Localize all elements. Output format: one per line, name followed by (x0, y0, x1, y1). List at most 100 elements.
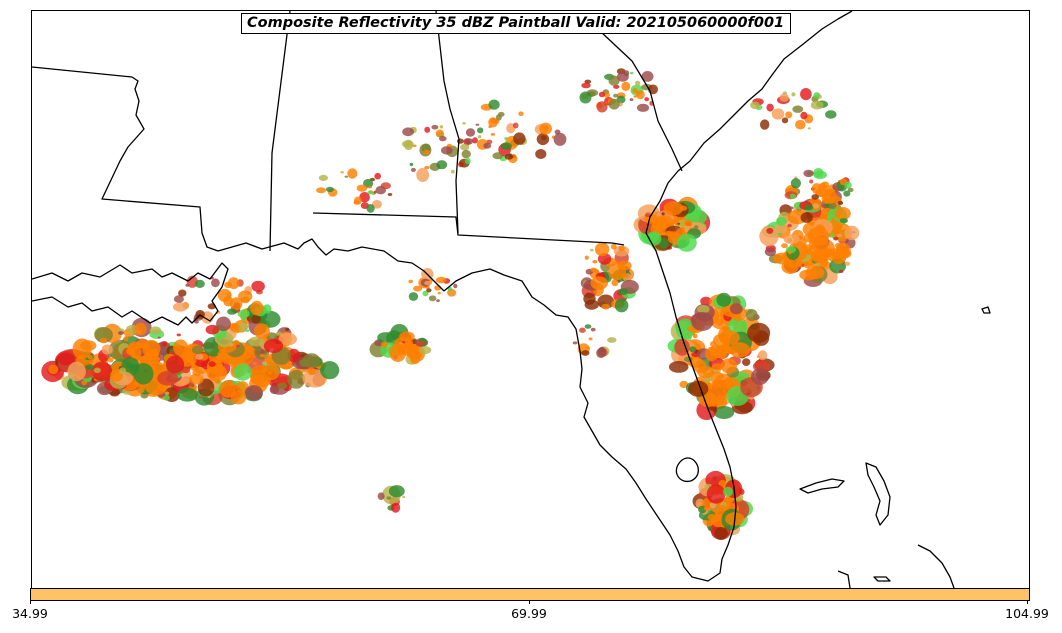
colorbar-tick-min (30, 600, 31, 604)
reflectivity-blob (227, 277, 240, 290)
reflectivity-blob (423, 149, 430, 155)
reflectivity-blob (837, 200, 844, 205)
reflectivity-blob (386, 496, 392, 500)
reflectivity-blob (107, 357, 114, 363)
reflectivity-blob (668, 361, 689, 373)
reflectivity-blob (238, 290, 253, 302)
reflectivity-blob (107, 353, 113, 358)
reflectivity-blob (157, 370, 179, 386)
reflectivity-blob (424, 165, 430, 170)
reflectivity-blob (716, 292, 732, 307)
reflectivity-blob (387, 193, 393, 196)
reflectivity-blob (492, 152, 504, 160)
reflectivity-blob (818, 191, 824, 197)
reflectivity-blob (833, 236, 839, 241)
reflectivity-blob (48, 364, 59, 375)
reflectivity-blob (477, 127, 484, 134)
reflectivity-blob (461, 149, 471, 159)
reflectivity-blob (398, 344, 417, 356)
reflectivity-blob (658, 238, 669, 249)
state-border-al-fl (312, 212, 625, 246)
reflectivity-blob (607, 337, 617, 343)
reflectivity-blob (590, 248, 594, 252)
reflectivity-blob (307, 367, 316, 376)
reflectivity-blob (451, 169, 455, 174)
reflectivity-blob (408, 292, 419, 301)
reflectivity-blob (391, 502, 401, 513)
reflectivity-blob (477, 135, 482, 139)
reflectivity-blob (316, 187, 327, 194)
reflectivity-blob (811, 194, 819, 200)
reflectivity-blob (377, 332, 395, 344)
reflectivity-blob (760, 119, 770, 130)
reflectivity-blob (418, 346, 432, 355)
reflectivity-blob (465, 128, 476, 137)
reflectivity-blob (674, 338, 690, 356)
reflectivity-blob (847, 187, 854, 193)
reflectivity-blob (807, 226, 829, 246)
reflectivity-blob (706, 484, 726, 504)
reflectivity-blob (176, 333, 181, 337)
reflectivity-blob (259, 310, 281, 328)
coast-mississippi-alabama (217, 238, 445, 292)
map-panel (31, 10, 1030, 589)
reflectivity-blob (691, 312, 714, 331)
reflectivity-blob (318, 174, 328, 181)
reflectivity-blob (260, 350, 265, 354)
reflectivity-blob (635, 80, 641, 86)
reflectivity-blob (713, 406, 735, 419)
reflectivity-blob (462, 122, 466, 125)
reflectivity-blob (277, 382, 288, 390)
island-eleuthera (917, 544, 955, 588)
reflectivity-blob (413, 285, 423, 292)
reflectivity-blob (195, 279, 205, 288)
reflectivity-blob (679, 205, 688, 211)
reflectivity-blob (844, 181, 852, 189)
reflectivity-blob (804, 262, 811, 269)
reflectivity-blob (618, 288, 628, 296)
reflectivity-blob (751, 368, 769, 385)
reflectivity-blob (785, 111, 793, 119)
reflectivity-blob (661, 212, 665, 216)
reflectivity-blob (518, 111, 524, 116)
reflectivity-blob (248, 336, 265, 347)
reflectivity-blob (356, 184, 368, 192)
reflectivity-blob (779, 93, 789, 102)
reflectivity-blob (596, 347, 606, 359)
reflectivity-blob (581, 350, 590, 356)
reflectivity-blob (134, 322, 147, 336)
reflectivity-blob (837, 233, 842, 238)
reflectivity-blob (91, 361, 113, 382)
reflectivity-blob (813, 170, 827, 180)
reflectivity-blob (730, 359, 735, 363)
reflectivity-blob (402, 495, 406, 499)
reflectivity-blob (787, 223, 792, 228)
reflectivity-blob (123, 336, 129, 342)
reflectivity-blob (771, 108, 785, 120)
reflectivity-blob (807, 127, 811, 130)
reflectivity-blob (197, 378, 215, 397)
reflectivity-blob (320, 361, 340, 380)
reflectivity-blob (500, 142, 512, 150)
reflectivity-blob (720, 358, 737, 374)
reflectivity-blob (729, 342, 751, 358)
map-title: Composite Reflectivity 35 dBZ Paintball … (241, 13, 792, 34)
reflectivity-blob (233, 363, 252, 381)
reflectivity-blob (217, 288, 232, 302)
reflectivity-blob (472, 137, 478, 144)
reflectivity-blob (381, 341, 388, 348)
colorbar-tick-max (1027, 600, 1028, 604)
reflectivity-blob (263, 339, 284, 353)
reflectivity-blob (598, 91, 606, 98)
reflectivity-blob (633, 95, 637, 98)
reflectivity-blob (87, 354, 93, 360)
reflectivity-blob (766, 227, 774, 234)
reflectivity-blob (843, 190, 851, 197)
reflectivity-blob (766, 103, 774, 112)
reflectivity-blob (608, 75, 620, 86)
reflectivity-blob (80, 340, 97, 351)
reflectivity-blob (402, 127, 414, 137)
reflectivity-blob (822, 188, 837, 204)
reflectivity-blob (596, 101, 608, 113)
reflectivity-blob (512, 122, 519, 129)
